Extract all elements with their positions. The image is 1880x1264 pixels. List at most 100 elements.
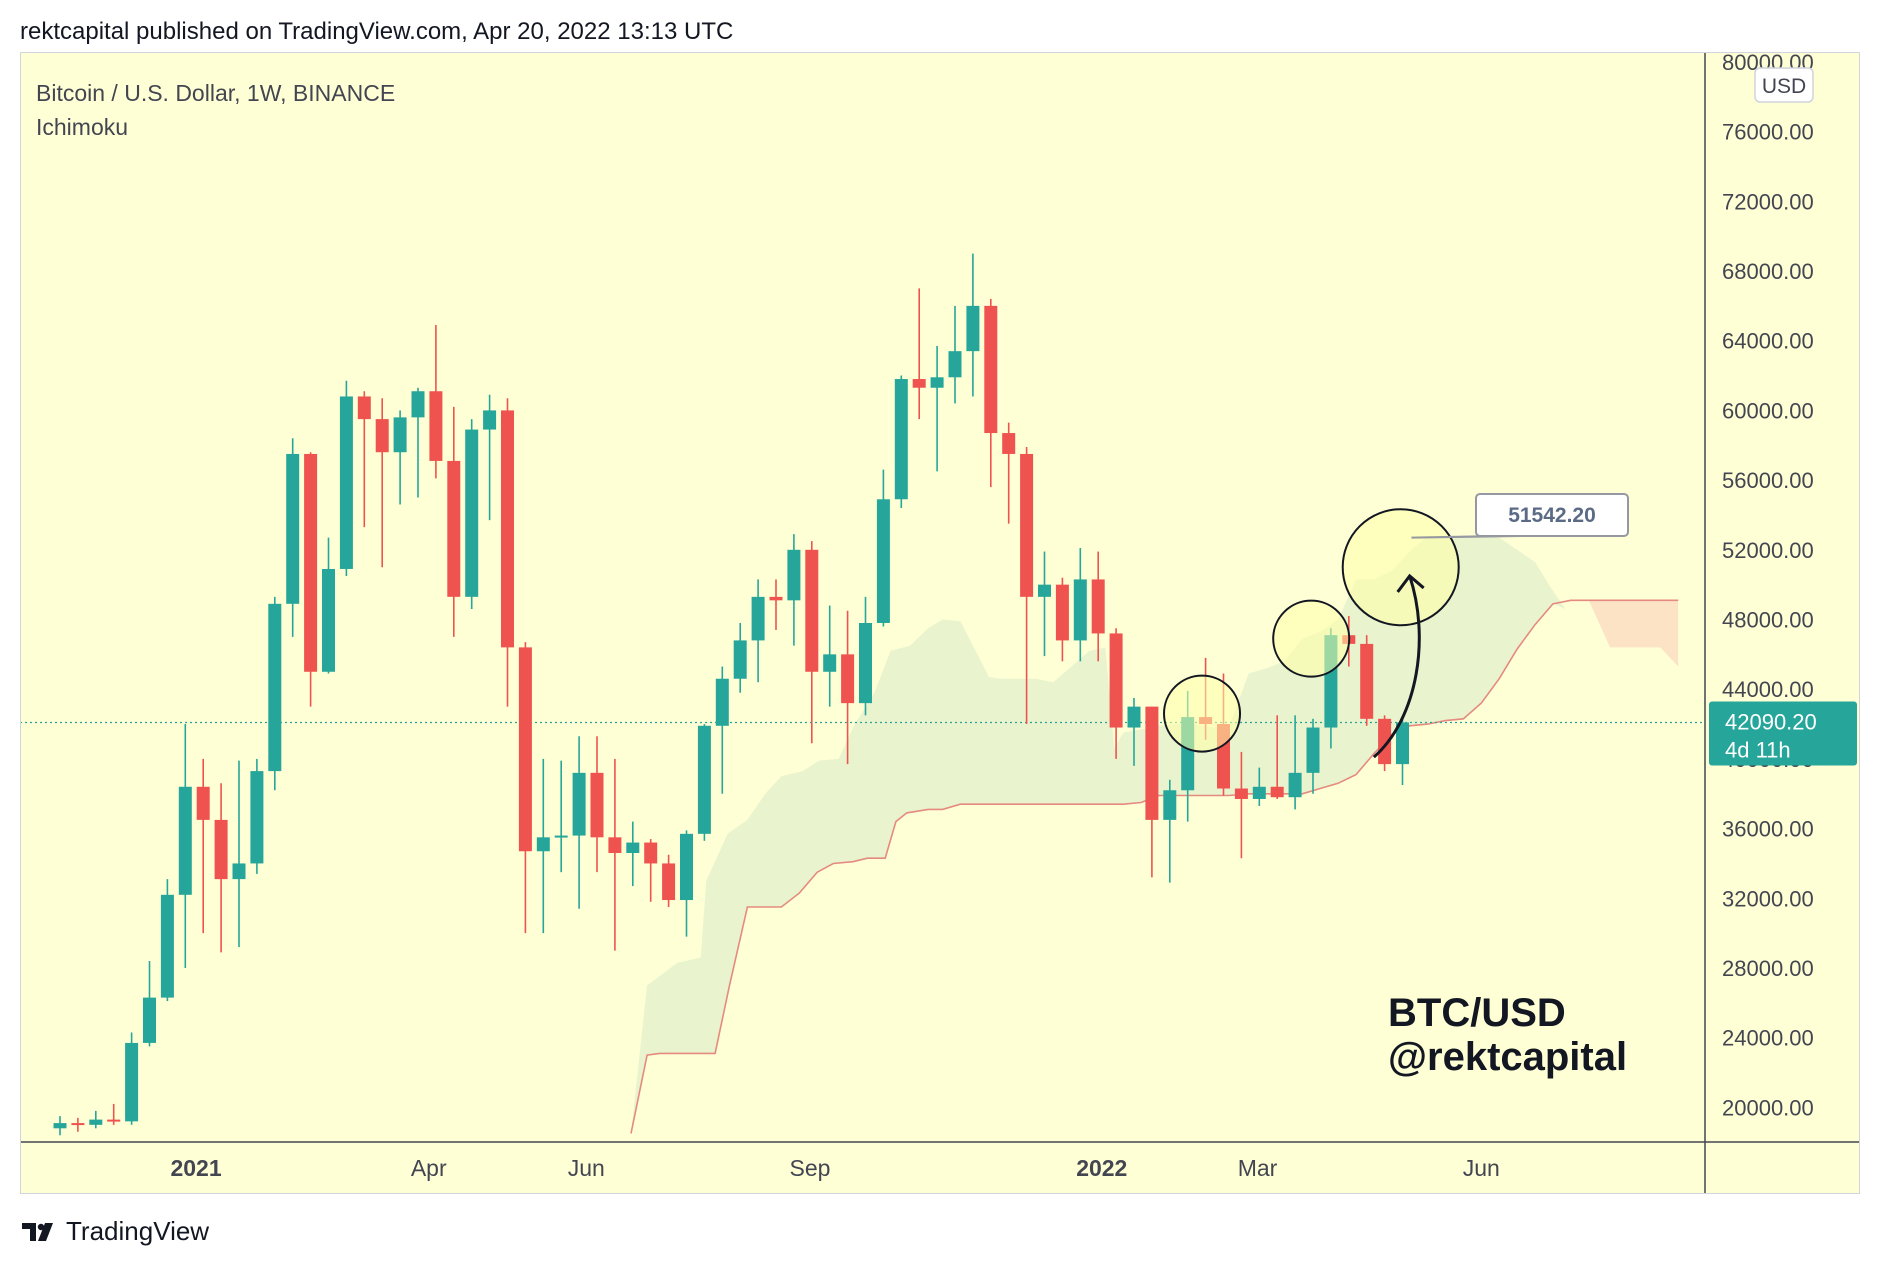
candle-body[interactable] xyxy=(411,391,425,418)
y-tick-label: 64000.00 xyxy=(1722,329,1814,354)
candle-body[interactable] xyxy=(1360,643,1374,719)
candle-body[interactable] xyxy=(859,622,872,704)
target-price-label: 51542.20 xyxy=(1508,504,1596,527)
candle-body[interactable] xyxy=(1127,706,1141,728)
candle-body[interactable] xyxy=(823,654,837,672)
candle-body[interactable] xyxy=(483,410,497,430)
candle-body[interactable] xyxy=(71,1123,85,1126)
x-tick-label: 2021 xyxy=(170,1155,221,1181)
x-tick-label: Mar xyxy=(1238,1155,1278,1181)
time-scale-background xyxy=(20,1142,1860,1194)
candle-body[interactable] xyxy=(1055,584,1069,641)
last-price-tag[interactable] xyxy=(1709,701,1857,766)
candle-body[interactable] xyxy=(930,377,944,388)
candle-body[interactable] xyxy=(1252,786,1266,799)
candle-body[interactable] xyxy=(644,842,658,864)
candle-body[interactable] xyxy=(1234,788,1248,799)
candle-body[interactable] xyxy=(626,842,640,853)
candle-body[interactable] xyxy=(125,1042,139,1122)
candle-body[interactable] xyxy=(357,396,371,420)
candle-body[interactable] xyxy=(715,678,729,726)
candle-body[interactable] xyxy=(1288,772,1302,798)
candle-body[interactable] xyxy=(1145,706,1159,820)
candle-body[interactable] xyxy=(160,894,174,998)
candle-body[interactable] xyxy=(393,417,407,453)
highlight-circle[interactable] xyxy=(1272,599,1351,678)
candle-body[interactable] xyxy=(250,771,264,864)
candle-body[interactable] xyxy=(1038,584,1051,597)
projection-arrow[interactable] xyxy=(1372,575,1421,759)
candle-body[interactable] xyxy=(501,410,514,648)
candle-body[interactable] xyxy=(375,419,389,453)
candle-body[interactable] xyxy=(805,549,819,672)
y-tick-label: 36000.00 xyxy=(1722,817,1814,842)
candle-body[interactable] xyxy=(590,772,604,838)
candle-body[interactable] xyxy=(178,786,192,895)
candle-body[interactable] xyxy=(787,549,801,601)
chart-legend: Bitcoin / U.S. Dollar, 1W, BINANCE Ichim… xyxy=(36,76,395,144)
candle-body[interactable] xyxy=(1378,718,1392,765)
candle-body[interactable] xyxy=(304,453,318,672)
candle-body[interactable] xyxy=(339,396,353,569)
candle-body[interactable] xyxy=(1306,727,1320,773)
candle-body[interactable] xyxy=(196,786,210,820)
candle-body[interactable] xyxy=(912,379,926,388)
y-tick-label: 60000.00 xyxy=(1722,398,1814,423)
candle-body[interactable] xyxy=(268,603,282,772)
candle-body[interactable] xyxy=(143,997,156,1043)
candle-body[interactable] xyxy=(554,835,568,838)
candle-body[interactable] xyxy=(518,647,532,852)
currency-badge[interactable] xyxy=(1754,67,1814,103)
candle-body[interactable] xyxy=(769,596,783,601)
candle-body[interactable] xyxy=(429,391,443,461)
y-tick-label: 72000.00 xyxy=(1722,189,1814,214)
candle-body[interactable] xyxy=(1270,786,1284,798)
candle-body[interactable] xyxy=(1163,790,1177,820)
last-price-value: 42090.20 xyxy=(1725,709,1817,734)
candle-body[interactable] xyxy=(733,640,747,679)
candle-body[interactable] xyxy=(89,1119,103,1125)
candle-body[interactable] xyxy=(1091,579,1105,634)
x-tick-label: 2022 xyxy=(1076,1155,1127,1181)
candle-body[interactable] xyxy=(662,863,676,901)
target-price-label-box[interactable] xyxy=(1475,493,1629,537)
candle-body[interactable] xyxy=(107,1119,121,1122)
candle-body[interactable] xyxy=(53,1123,67,1129)
candle-body[interactable] xyxy=(697,725,711,834)
senkou-span-b-line xyxy=(630,599,1679,1134)
brand-label[interactable]: TradingView xyxy=(66,1216,210,1246)
candle-body[interactable] xyxy=(232,863,246,880)
candle-body[interactable] xyxy=(751,596,765,641)
candle-body[interactable] xyxy=(465,429,479,597)
indicator-label[interactable]: Ichimoku xyxy=(36,114,129,140)
candle-body[interactable] xyxy=(1396,722,1409,765)
candle-body[interactable] xyxy=(608,837,622,853)
tradingview-logo-icon xyxy=(22,1222,53,1241)
candle-body[interactable] xyxy=(984,305,998,434)
candle-body[interactable] xyxy=(572,772,586,836)
y-tick-label: 32000.00 xyxy=(1722,886,1814,911)
publish-header: rektcapital published on TradingView.com… xyxy=(20,18,734,45)
candle-body[interactable] xyxy=(841,654,855,704)
projection-arrow-head xyxy=(1396,573,1425,593)
x-tick-label: Apr xyxy=(411,1155,447,1181)
candle-body[interactable] xyxy=(948,351,962,378)
y-tick-label: 76000.00 xyxy=(1722,120,1814,145)
candle-body[interactable] xyxy=(214,819,228,880)
candle-body[interactable] xyxy=(1109,633,1123,728)
candle-body[interactable] xyxy=(536,837,550,852)
candle-body[interactable] xyxy=(894,379,908,500)
watermark-line-1: BTC/USD xyxy=(1388,991,1566,1035)
candle-body[interactable] xyxy=(286,453,300,604)
highlight-circle[interactable] xyxy=(1163,674,1242,753)
x-tick-label: Jun xyxy=(1463,1155,1500,1181)
candle-body[interactable] xyxy=(1002,433,1016,454)
candle-body[interactable] xyxy=(966,305,980,352)
candle-body[interactable] xyxy=(447,460,461,597)
candle-body[interactable] xyxy=(1073,579,1087,641)
candle-body[interactable] xyxy=(680,833,693,901)
candle-body[interactable] xyxy=(876,499,890,623)
candle-body[interactable] xyxy=(1020,453,1034,597)
candle-body[interactable] xyxy=(322,568,335,672)
price-chart[interactable]: 51542.20 BTC/USD@rektcapital 20000.00 24000… xyxy=(20,52,1860,1194)
